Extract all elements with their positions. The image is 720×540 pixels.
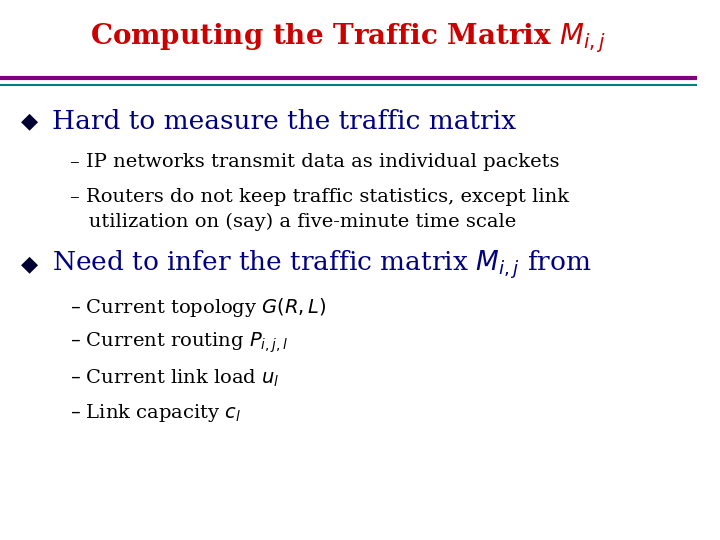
Text: Need to infer the traffic matrix $\mathit{M}_{i,j}$ from: Need to infer the traffic matrix $\mathi…	[53, 248, 592, 281]
Text: – IP networks transmit data as individual packets: – IP networks transmit data as individua…	[70, 153, 559, 171]
Text: utilization on (say) a five-minute time scale: utilization on (say) a five-minute time …	[70, 212, 516, 231]
Text: – Current topology $\mathit{G(R,L)}$: – Current topology $\mathit{G(R,L)}$	[70, 296, 326, 319]
Text: ◆: ◆	[21, 111, 38, 132]
Text: – Link capacity $\mathit{c}_l$: – Link capacity $\mathit{c}_l$	[70, 402, 240, 424]
Text: Hard to measure the traffic matrix: Hard to measure the traffic matrix	[53, 109, 516, 134]
Text: – Current routing $\mathit{P}_{i,j,l}$: – Current routing $\mathit{P}_{i,j,l}$	[70, 330, 288, 355]
Text: – Routers do not keep traffic statistics, except link: – Routers do not keep traffic statistics…	[70, 188, 569, 206]
Text: Computing the Traffic Matrix $\mathit{M}_{i,j}$: Computing the Traffic Matrix $\mathit{M}…	[90, 21, 606, 55]
Text: ◆: ◆	[21, 254, 38, 275]
Text: – Current link load $\mathit{u}_l$: – Current link load $\mathit{u}_l$	[70, 367, 279, 389]
